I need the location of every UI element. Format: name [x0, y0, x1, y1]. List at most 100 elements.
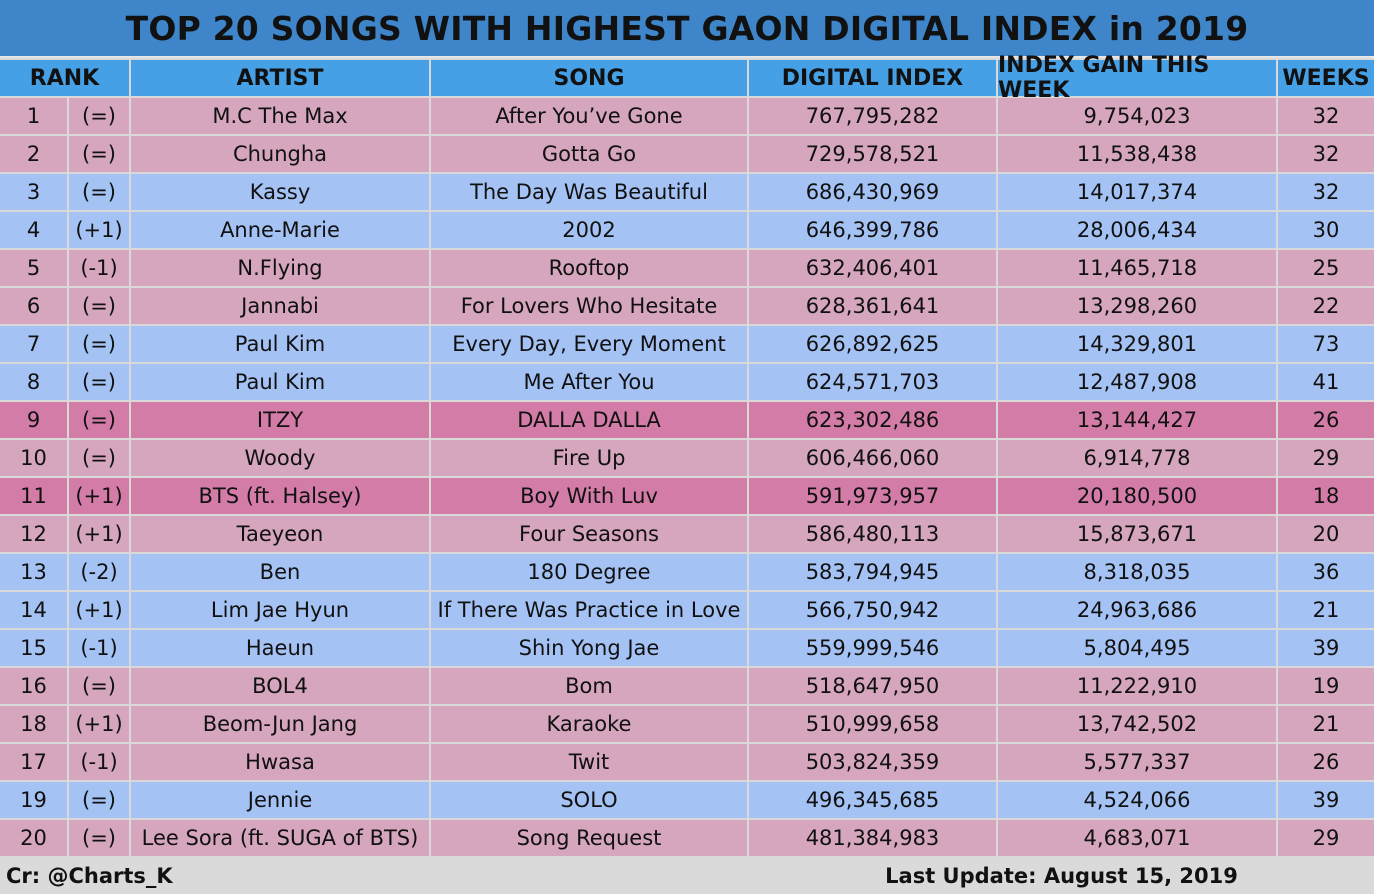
cell-artist: Anne-Marie: [131, 212, 429, 248]
cell-song: Twit: [431, 744, 747, 780]
cell-artist: Haeun: [131, 630, 429, 666]
cell-weeks: 20: [1278, 516, 1374, 552]
cell-song: Song Request: [431, 820, 747, 856]
cell-digital-index: 628,361,641: [749, 288, 996, 324]
cell-song: Karaoke: [431, 706, 747, 742]
cell-digital-index: 566,750,942: [749, 592, 996, 628]
cell-digital-index: 767,795,282: [749, 98, 996, 134]
cell-rank-change: (=): [69, 98, 129, 134]
cell-rank-change: (=): [69, 402, 129, 438]
cell-song: Bom: [431, 668, 747, 704]
cell-artist: M.C The Max: [131, 98, 429, 134]
cell-rank-change: (=): [69, 440, 129, 476]
cell-digital-index: 481,384,983: [749, 820, 996, 856]
cell-rank: 1: [0, 98, 67, 134]
cell-rank: 13: [0, 554, 67, 590]
cell-rank: 18: [0, 706, 67, 742]
cell-song: If There Was Practice in Love: [431, 592, 747, 628]
header-weeks: WEEKS: [1278, 60, 1374, 96]
cell-rank-change: (-1): [69, 250, 129, 286]
cell-song: Gotta Go: [431, 136, 747, 172]
cell-rank: 9: [0, 402, 67, 438]
header-index-gain: INDEX GAIN THIS WEEK: [998, 53, 1276, 103]
cell-song: Boy With Luv: [431, 478, 747, 514]
cell-artist: Paul Kim: [131, 364, 429, 400]
cell-weeks: 30: [1278, 212, 1374, 248]
cell-artist: ITZY: [131, 402, 429, 438]
cell-weeks: 32: [1278, 98, 1374, 134]
cell-digital-index: 632,406,401: [749, 250, 996, 286]
cell-artist: Lee Sora (ft. SUGA of BTS): [131, 820, 429, 856]
cell-song: For Lovers Who Hesitate: [431, 288, 747, 324]
cell-index-gain: 6,914,778: [998, 440, 1276, 476]
footer-credit: Cr: @Charts_K: [0, 858, 747, 894]
cell-artist: Taeyeon: [131, 516, 429, 552]
cell-rank-change: (=): [69, 174, 129, 210]
cell-weeks: 29: [1278, 820, 1374, 856]
cell-index-gain: 28,006,434: [998, 212, 1276, 248]
cell-index-gain: 4,683,071: [998, 820, 1276, 856]
cell-song: 2002: [431, 212, 747, 248]
cell-digital-index: 624,571,703: [749, 364, 996, 400]
cell-rank-change: (=): [69, 820, 129, 856]
cell-rank: 12: [0, 516, 67, 552]
chart-title: TOP 20 SONGS WITH HIGHEST GAON DIGITAL I…: [0, 0, 1374, 58]
cell-rank-change: (=): [69, 782, 129, 818]
cell-index-gain: 8,318,035: [998, 554, 1276, 590]
cell-index-gain: 9,754,023: [998, 98, 1276, 134]
cell-rank-change: (-2): [69, 554, 129, 590]
cell-song: Fire Up: [431, 440, 747, 476]
cell-weeks: 39: [1278, 630, 1374, 666]
cell-digital-index: 591,973,957: [749, 478, 996, 514]
cell-rank-change: (-1): [69, 744, 129, 780]
cell-weeks: 73: [1278, 326, 1374, 362]
cell-artist: Woody: [131, 440, 429, 476]
cell-rank-change: (=): [69, 668, 129, 704]
cell-artist: Beom-Jun Jang: [131, 706, 429, 742]
cell-index-gain: 4,524,066: [998, 782, 1276, 818]
cell-rank-change: (=): [69, 364, 129, 400]
cell-weeks: 32: [1278, 136, 1374, 172]
cell-weeks: 18: [1278, 478, 1374, 514]
cell-index-gain: 24,963,686: [998, 592, 1276, 628]
cell-rank-change: (=): [69, 326, 129, 362]
cell-artist: Lim Jae Hyun: [131, 592, 429, 628]
cell-index-gain: 11,465,718: [998, 250, 1276, 286]
cell-rank: 17: [0, 744, 67, 780]
cell-weeks: 32: [1278, 174, 1374, 210]
cell-song: Rooftop: [431, 250, 747, 286]
cell-rank: 16: [0, 668, 67, 704]
cell-rank: 20: [0, 820, 67, 856]
cell-rank-change: (+1): [69, 706, 129, 742]
cell-rank: 3: [0, 174, 67, 210]
cell-digital-index: 503,824,359: [749, 744, 996, 780]
cell-digital-index: 583,794,945: [749, 554, 996, 590]
cell-weeks: 26: [1278, 744, 1374, 780]
cell-artist: Kassy: [131, 174, 429, 210]
cell-weeks: 22: [1278, 288, 1374, 324]
cell-rank: 2: [0, 136, 67, 172]
cell-digital-index: 626,892,625: [749, 326, 996, 362]
cell-song: Every Day, Every Moment: [431, 326, 747, 362]
cell-weeks: 41: [1278, 364, 1374, 400]
cell-rank: 8: [0, 364, 67, 400]
cell-song: After You’ve Gone: [431, 98, 747, 134]
cell-song: SOLO: [431, 782, 747, 818]
cell-artist: Paul Kim: [131, 326, 429, 362]
cell-rank: 14: [0, 592, 67, 628]
cell-digital-index: 518,647,950: [749, 668, 996, 704]
cell-weeks: 25: [1278, 250, 1374, 286]
cell-song: Four Seasons: [431, 516, 747, 552]
header-artist: ARTIST: [131, 60, 429, 96]
cell-rank: 10: [0, 440, 67, 476]
cell-artist: Ben: [131, 554, 429, 590]
cell-index-gain: 11,538,438: [998, 136, 1276, 172]
cell-song: 180 Degree: [431, 554, 747, 590]
cell-weeks: 39: [1278, 782, 1374, 818]
cell-digital-index: 646,399,786: [749, 212, 996, 248]
cell-rank-change: (+1): [69, 516, 129, 552]
cell-index-gain: 11,222,910: [998, 668, 1276, 704]
header-rank: RANK: [0, 60, 129, 96]
cell-index-gain: 14,017,374: [998, 174, 1276, 210]
cell-song: DALLA DALLA: [431, 402, 747, 438]
